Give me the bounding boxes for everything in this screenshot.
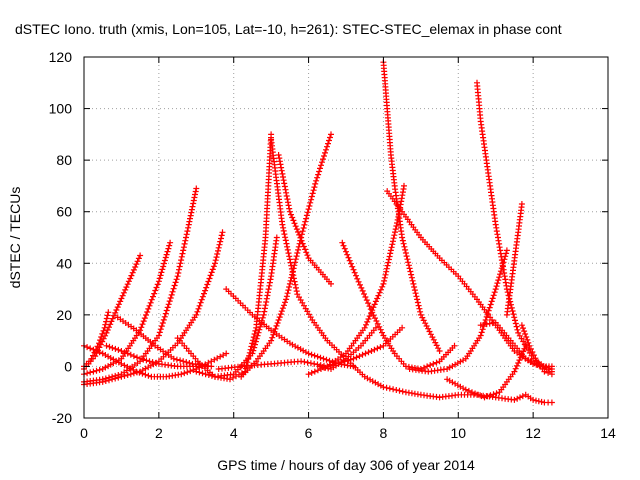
tick-layer: 0 2 4 6 8 10 12 14 -20 0 20 40 60 80 100 120 [49, 49, 616, 441]
y-tick-label: 40 [56, 255, 72, 271]
series-s17 [339, 239, 458, 372]
x-tick-label: 0 [80, 425, 88, 441]
x-tick-label: 14 [600, 425, 616, 441]
grid-layer [84, 57, 608, 418]
series-s23 [474, 79, 555, 375]
x-tick-label: 4 [230, 425, 238, 441]
series-s15 [238, 131, 334, 380]
y-tick-label: 60 [56, 204, 72, 220]
y-tick-label: 0 [64, 358, 72, 374]
series-s26 [518, 322, 555, 378]
x-tick-label: 10 [450, 425, 466, 441]
series-s14 [275, 152, 334, 287]
y-tick-label: 120 [49, 49, 73, 65]
series-s13 [268, 136, 555, 406]
series-s25 [503, 201, 525, 318]
y-tick-label: -20 [52, 410, 72, 426]
x-tick-label: 6 [305, 425, 313, 441]
y-tick-label: 20 [56, 307, 72, 323]
x-tick-label: 2 [155, 425, 163, 441]
series-s9 [174, 131, 275, 383]
y-tick-label: 80 [56, 152, 72, 168]
x-tick-label: 8 [380, 425, 388, 441]
x-tick-label: 12 [525, 425, 541, 441]
plot-frame [83, 56, 609, 419]
x-axis-label: GPS time / hours of day 306 of year 2014 [217, 457, 475, 473]
y-tick-label: 100 [49, 101, 73, 117]
chart-title: dSTEC Iono. truth (xmis, Lon=105, Lat=-1… [15, 21, 562, 37]
y-axis-label: dSTEC / TECUs [7, 187, 23, 289]
